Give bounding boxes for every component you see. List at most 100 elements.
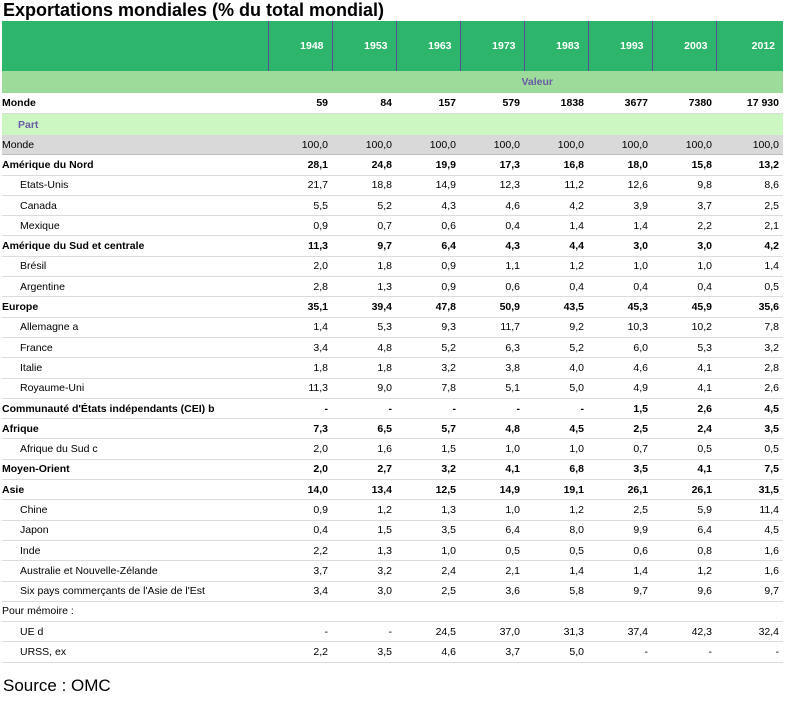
- cell: 31,3: [524, 621, 588, 643]
- cell: 0,6: [588, 540, 652, 562]
- row-label: Monde: [2, 135, 268, 156]
- cell: 12,6: [588, 175, 652, 196]
- cell: 1,2: [332, 499, 396, 521]
- table-row: Pour mémoire :: [2, 601, 783, 623]
- cell: 6,8: [524, 458, 588, 481]
- cell: 16,8: [524, 154, 588, 176]
- cell: 26,1: [652, 479, 716, 501]
- cell: 4,6: [460, 195, 524, 217]
- row-label: Monde: [2, 93, 268, 114]
- row-label: Argentine: [2, 276, 268, 298]
- cell: 12,5: [396, 479, 460, 501]
- cell: 32,4: [716, 621, 783, 643]
- row-label: Australie et Nouvelle-Zélande: [2, 560, 268, 582]
- cell: 14,9: [396, 175, 460, 196]
- cell: 17,3: [460, 154, 524, 176]
- table-row: Royaume-Uni 11,3 9,0 7,8 5,1 5,0 4,9 4,1 2,6: [2, 378, 783, 399]
- table-row: Brésil 2,0 1,8 0,9 1,1 1,2 1,0 1,0 1,4: [2, 256, 783, 278]
- cell: 3,2: [396, 357, 460, 379]
- cell: 1,2: [524, 499, 588, 521]
- cell: 14,9: [460, 479, 524, 501]
- cell: -: [332, 621, 396, 643]
- cell: 3,2: [332, 560, 396, 582]
- cell: 1,6: [716, 540, 783, 562]
- cell: 9,2: [524, 317, 588, 338]
- cell: -: [588, 641, 652, 663]
- row-label: Amérique du Sud et centrale: [2, 235, 268, 257]
- cell: 4,2: [524, 195, 588, 217]
- table-row: Six pays commerçants de l'Asie de l'Est 3…: [2, 581, 783, 602]
- cell: 50,9: [460, 296, 524, 318]
- cell: 3,2: [396, 458, 460, 481]
- cell: 2,6: [716, 378, 783, 399]
- table-row: Allemagne a 1,4 5,3 9,3 11,7 9,2 10,3 10,2 7,8: [2, 317, 783, 338]
- cell: 5,0: [524, 641, 588, 663]
- cell: 9,0: [332, 378, 396, 399]
- table-row: Italie 1,8 1,8 3,2 3,8 4,0 4,6 4,1 2,8: [2, 357, 783, 379]
- header-row: 1948 1953 1963 1973 1983 1993 2003 2012: [2, 21, 783, 71]
- cell: [268, 601, 332, 623]
- year-header: 1983: [524, 21, 589, 71]
- row-label: Inde: [2, 540, 268, 562]
- cell: 0,9: [396, 276, 460, 298]
- source-note: Source : OMC: [3, 676, 111, 695]
- cell: 100,0: [588, 135, 652, 156]
- cell: 47,8: [396, 296, 460, 318]
- cell: 5,2: [332, 195, 396, 217]
- cell: 10,3: [588, 317, 652, 338]
- year-header: 2012: [716, 21, 783, 71]
- cell: 3,5: [332, 641, 396, 663]
- table-row: URSS, ex 2,2 3,5 4,6 3,7 5,0- - -: [2, 641, 783, 663]
- row-label: Canada: [2, 195, 268, 217]
- cell: 2,5: [716, 195, 783, 217]
- cell: -: [460, 397, 524, 420]
- cell: 1,8: [332, 357, 396, 379]
- row-label: Europe: [2, 296, 268, 318]
- table-row: France 3,4 4,8 5,2 6,3 5,2 6,0 5,3 3,2: [2, 337, 783, 359]
- cell: 3,4: [268, 337, 332, 359]
- cell: 43,5: [524, 296, 588, 318]
- cell: 2,5: [396, 581, 460, 602]
- row-label: France: [2, 337, 268, 359]
- cell: [524, 601, 588, 623]
- cell: 4,8: [460, 418, 524, 440]
- cell: 5,7: [396, 418, 460, 440]
- cell: 2,2: [268, 540, 332, 562]
- cell: 42,3: [652, 621, 716, 643]
- cell: 4,3: [396, 195, 460, 217]
- table-row: Mexique 0,9 0,7 0,6 0,4 1,4 1,4 2,2 2,1: [2, 215, 783, 237]
- page-title: Exportations mondiales (% du total mondi…: [3, 0, 385, 20]
- cell: 18,0: [588, 154, 652, 176]
- cell: 4,4: [524, 235, 588, 257]
- cell: 4,9: [588, 378, 652, 399]
- row-label: Amérique du Nord: [2, 154, 268, 176]
- cell: 8,6: [716, 175, 783, 196]
- cell: 39,4: [332, 296, 396, 318]
- cell: 157: [396, 93, 460, 114]
- cell: 59: [268, 93, 332, 114]
- table-row: Australie et Nouvelle-Zélande 3,7 3,2 2,4 2,…: [2, 560, 783, 582]
- part-label: Part: [2, 113, 268, 135]
- cell: 0,9: [396, 256, 460, 278]
- cell: 1,0: [524, 438, 588, 460]
- cell: 1,5: [332, 520, 396, 541]
- cell: 3,7: [460, 641, 524, 663]
- cell: 11,3: [268, 378, 332, 399]
- cell: 0,7: [588, 438, 652, 460]
- cell: 3,6: [460, 581, 524, 602]
- cell: 0,8: [652, 540, 716, 562]
- cell: 1,4: [524, 215, 588, 237]
- cell: 4,8: [332, 337, 396, 359]
- table-row: Afrique 7,3 6,5 5,7 4,8 4,5 2,5 2,4 3,5: [2, 418, 783, 440]
- cell: 1,1: [460, 256, 524, 278]
- cell: 0,4: [588, 276, 652, 298]
- cell: 0,5: [652, 438, 716, 460]
- table-row: Japon 0,4 1,5 3,5 6,4 8,0 9,9 6,4 4,5: [2, 520, 783, 541]
- cell: 1,3: [332, 540, 396, 562]
- cell: 45,9: [652, 296, 716, 318]
- cell: 7,8: [396, 378, 460, 399]
- table-row: Amérique du Sud et centrale 11,3 9,7 6,4 4,3…: [2, 235, 783, 257]
- cell: 10,2: [652, 317, 716, 338]
- cell: 5,8: [524, 581, 588, 602]
- cell: -: [396, 397, 460, 420]
